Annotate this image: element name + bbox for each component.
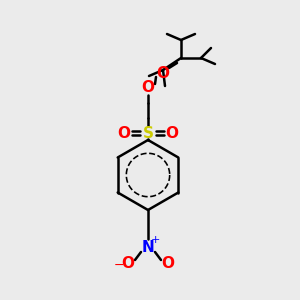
Text: S: S: [142, 125, 154, 140]
Text: O: O: [122, 256, 134, 271]
Text: O: O: [118, 125, 130, 140]
Text: O: O: [142, 80, 154, 95]
Text: N: N: [142, 239, 154, 254]
Text: O: O: [166, 125, 178, 140]
Text: +: +: [150, 235, 160, 245]
Text: O: O: [161, 256, 175, 271]
Text: −: −: [114, 259, 124, 272]
Text: O: O: [157, 65, 169, 80]
